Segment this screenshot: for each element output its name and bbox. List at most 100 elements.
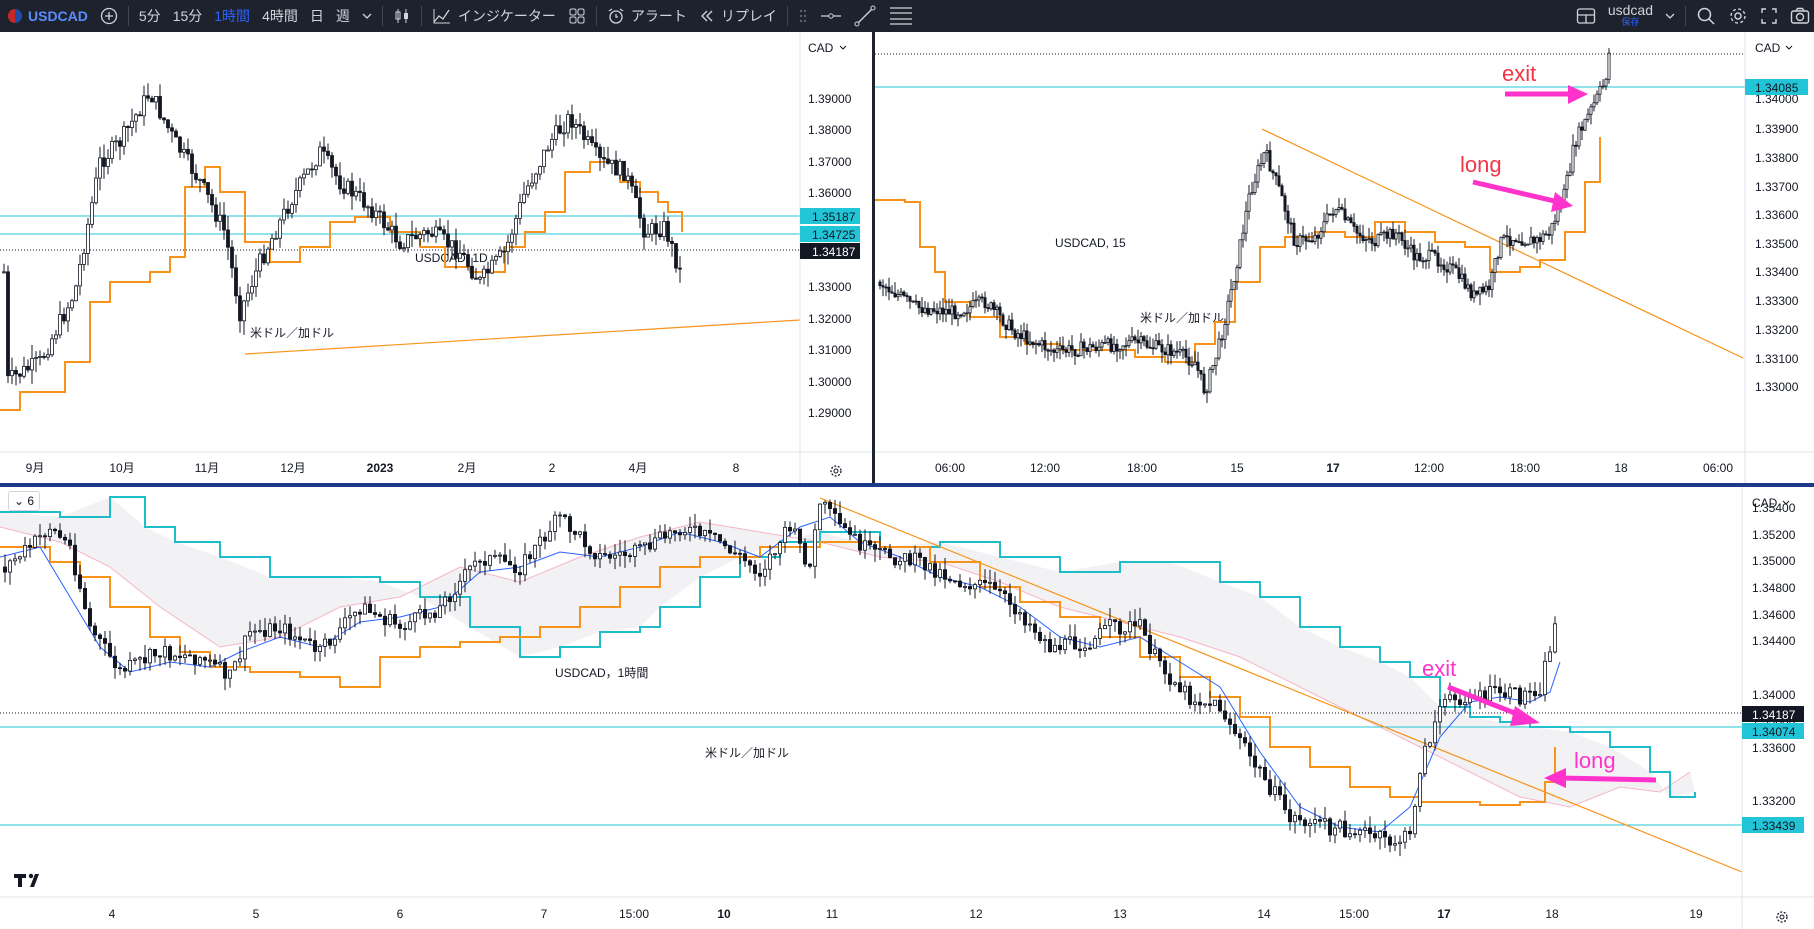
m15-chart-canvas[interactable]: USDCAD, 15 米ドル／加ドル exit long CAD 1.34000…	[875, 32, 1814, 483]
chart-pane-1h[interactable]: USDCAD，1時間 米ドル／加ドル exit long CAD 1.35	[0, 487, 1814, 929]
tick-label: 1.38000	[808, 123, 852, 137]
tick-label: 4月	[629, 461, 648, 475]
tick-label: 7	[541, 907, 548, 921]
time-axis[interactable]: 06:00 12:00 18:00 15 17 12:00 18:00 18 06:00	[935, 461, 1733, 475]
rewind-icon	[700, 10, 713, 22]
gear-icon[interactable]	[1776, 911, 1788, 923]
interval-1h[interactable]: 1時間	[214, 8, 251, 24]
long-arrow-shaft[interactable]	[1559, 775, 1657, 783]
tick-label: 1.35000	[1752, 554, 1796, 568]
compare-button[interactable]	[94, 0, 124, 32]
exit-annotation[interactable]: exit	[1422, 656, 1456, 681]
indicators-icon	[433, 9, 450, 24]
tick-label: 10月	[109, 461, 134, 475]
chevron-down-icon[interactable]	[1785, 45, 1793, 50]
indicator-collapse-button[interactable]: ⌄ 6	[8, 491, 41, 511]
tick-label: 1.37000	[808, 155, 852, 169]
price-axis[interactable]: 1.35400 1.35200 1.35000 1.34800 1.34600 1.344…	[1752, 501, 1796, 834]
tick-label: 1.33700	[1755, 180, 1799, 194]
tick-label: 13	[1113, 907, 1127, 921]
chart-type-button[interactable]	[387, 0, 417, 32]
pane-divider-horizontal[interactable]	[0, 483, 1814, 487]
descending-trendline[interactable]	[819, 497, 1743, 873]
replay-button[interactable]: リプレイ	[693, 0, 783, 32]
layout-icon	[1576, 8, 1595, 24]
interval-1w[interactable]: 週	[335, 8, 350, 24]
indicators-button[interactable]: インジケーター	[426, 0, 562, 32]
tradingview-logo[interactable]	[14, 873, 39, 887]
tick-label: 1.34600	[1752, 608, 1796, 622]
tick-label: 1.39000	[808, 92, 852, 106]
tick-label: 1.33400	[1755, 265, 1799, 279]
price-axis[interactable]: 1.39000 1.38000 1.37000 1.36000 1.33000 1.320…	[808, 92, 852, 420]
tick-label: 1.35200	[1752, 528, 1796, 542]
time-axis[interactable]: 4 5 6 7 15:00 10 11 12 13 14 15:00 17 18 19	[109, 907, 1703, 921]
tick-label: 1.31000	[808, 343, 852, 357]
price-label-bg	[1745, 79, 1808, 95]
interval-1d[interactable]: 日	[309, 8, 324, 24]
pane-divider-vertical[interactable]	[872, 32, 875, 485]
time-axis[interactable]: 9月 10月 11月 12月 2023 2月 2 4月 8	[26, 461, 740, 475]
exit-annotation[interactable]: exit	[1502, 61, 1536, 86]
chevron-down-icon[interactable]	[839, 45, 847, 50]
chart-pane-15m[interactable]: USDCAD, 15 米ドル／加ドル exit long CAD 1.34000…	[875, 32, 1814, 483]
long-annotation[interactable]: long	[1460, 152, 1502, 177]
tick-label: 12:00	[1414, 461, 1444, 475]
support-trendline[interactable]	[244, 319, 801, 355]
interval-dropdown[interactable]	[356, 0, 378, 32]
fullscreen-button[interactable]	[1754, 0, 1784, 32]
drawing-toolbar-handle[interactable]	[792, 0, 814, 32]
price-label-bg	[1742, 817, 1804, 833]
ichimoku-cloud	[0, 497, 1695, 807]
fib-tool[interactable]	[882, 0, 920, 32]
layout-dropdown[interactable]	[1659, 0, 1681, 32]
h1-chart-canvas[interactable]: USDCAD，1時間 米ドル／加ドル exit long CAD 1.35	[0, 487, 1814, 929]
daily-chart-canvas[interactable]: USDCAD, 1D 米ドル／加ドル CAD 1.390001.380001.3…	[0, 32, 872, 483]
settings-button[interactable]	[1722, 0, 1754, 32]
watermark-desc: 米ドル／加ドル	[250, 326, 334, 340]
chart-pane-daily[interactable]: USDCAD, 1D 米ドル／加ドル CAD 1.39000 1.38000 1.3…	[0, 32, 872, 483]
tick-label: 1.33800	[1755, 151, 1799, 165]
layout-name-button[interactable]: usdcad 保存	[1602, 3, 1659, 28]
price-label-1: 1.34085	[1755, 81, 1799, 95]
price-axis[interactable]: 1.34000 1.33900 1.33800 1.33700 1.33600 1.335…	[1755, 92, 1799, 394]
interval-4h[interactable]: 4時間	[262, 8, 298, 24]
interval-5m[interactable]: 5分	[138, 8, 161, 24]
tick-label: 06:00	[1703, 461, 1733, 475]
horizontal-line-tool[interactable]	[814, 0, 848, 32]
tick-label: 2	[549, 461, 556, 475]
tick-label: 2月	[458, 461, 477, 475]
fib-retracement-icon	[889, 7, 912, 25]
exit-arrow-shaft[interactable]	[1447, 684, 1526, 720]
tick-label: 18	[1545, 907, 1559, 921]
currency-label[interactable]: CAD	[808, 41, 834, 55]
currency-label[interactable]: CAD	[1752, 496, 1778, 510]
currency-label[interactable]: CAD	[1755, 41, 1781, 55]
layout-saved-status: 保存	[1621, 17, 1640, 27]
symbol-search-button[interactable]: USDCAD	[0, 0, 94, 32]
alarm-clock-icon	[608, 8, 624, 24]
interval-15m[interactable]: 15分	[172, 8, 203, 24]
quick-search-button[interactable]	[1690, 0, 1722, 32]
alert-button[interactable]: アラート	[601, 0, 693, 32]
tick-label: 11	[826, 907, 839, 921]
grid-icon	[569, 8, 585, 24]
current-price-label: 1.34187	[1752, 708, 1796, 722]
tick-label: 1.35400	[1752, 501, 1796, 515]
tick-label: 1.34000	[1755, 92, 1799, 106]
snapshot-button[interactable]	[1784, 0, 1814, 32]
long-arrow-shaft[interactable]	[1472, 179, 1564, 206]
alert-label: アラート	[630, 8, 687, 24]
price-label-bg	[1742, 723, 1804, 739]
chevron-down-icon[interactable]	[1782, 500, 1790, 505]
replay-label: リプレイ	[720, 8, 777, 24]
layout-select-button[interactable]	[1570, 0, 1602, 32]
layouts-button[interactable]	[562, 0, 592, 32]
trend-line-tool[interactable]	[848, 0, 882, 32]
tick-label: 14	[1257, 907, 1271, 921]
arrow-head-icon	[1551, 192, 1573, 212]
gear-icon[interactable]	[830, 465, 842, 477]
price-label-3: 1.33439	[1752, 819, 1796, 833]
tick-label: 1.34800	[1752, 581, 1796, 595]
long-annotation[interactable]: long	[1574, 748, 1616, 773]
